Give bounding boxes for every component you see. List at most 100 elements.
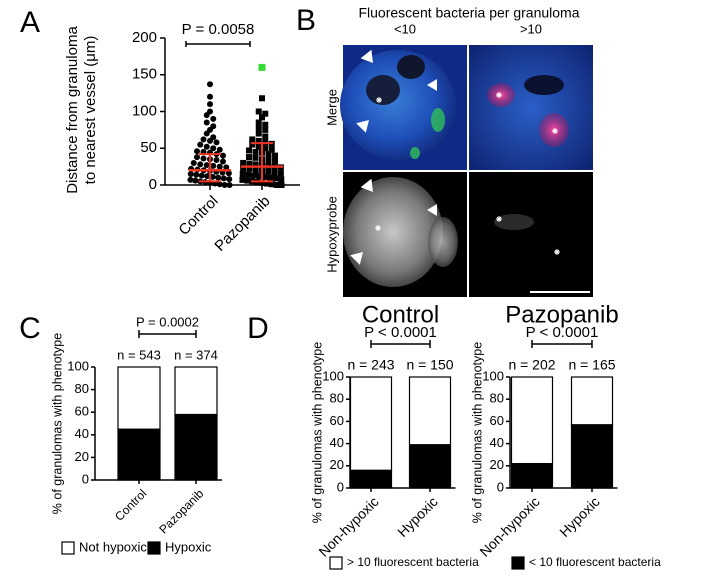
arrowhead xyxy=(360,178,373,192)
legend-swatch xyxy=(511,556,525,570)
n-label: n = 243 xyxy=(347,357,394,373)
bar-segment xyxy=(174,413,218,481)
n-label: n = 543 xyxy=(117,347,161,362)
y-axis-label: % of granulomas with phenotype xyxy=(310,342,324,523)
data-point xyxy=(252,161,259,168)
n-label: n = 202 xyxy=(508,357,555,373)
arrowhead xyxy=(360,49,373,63)
x-tick-label: Pazopanib xyxy=(211,193,273,255)
annotation: P = 0.0058 xyxy=(182,21,255,38)
panel-letter: B xyxy=(296,4,316,37)
y-axis-label: % of granulomas with phenotype xyxy=(470,342,484,523)
image-title: Fluorescent bacteria per granuloma xyxy=(358,5,579,21)
data-point xyxy=(193,171,200,178)
data-point xyxy=(213,139,220,146)
y-tick-label: 100 xyxy=(67,358,89,373)
data-point xyxy=(278,176,285,183)
data-point xyxy=(262,133,269,140)
data-point xyxy=(268,181,275,188)
data-point xyxy=(198,172,205,179)
y-tick-label: 20 xyxy=(330,457,344,472)
bar-segment xyxy=(570,424,614,489)
bar-segment xyxy=(174,366,218,416)
legend-swatch xyxy=(147,541,161,555)
data-point xyxy=(207,81,213,88)
x-tick-label: Non-hypoxic xyxy=(476,493,542,559)
y-tick-label: 0 xyxy=(497,479,504,494)
data-point xyxy=(259,179,265,186)
legend-label: Hypoxic xyxy=(165,539,212,554)
n-label: n = 150 xyxy=(406,357,453,373)
y-tick-label: 0 xyxy=(337,479,344,494)
data-point xyxy=(261,173,268,180)
x-tick-label: Non-hypoxic xyxy=(315,493,381,559)
data-point xyxy=(210,115,217,122)
arrowhead xyxy=(350,252,363,265)
data-point xyxy=(246,160,253,167)
y-tick-label: 20 xyxy=(75,449,89,464)
data-point xyxy=(259,114,265,121)
data-point xyxy=(277,170,284,177)
data-point xyxy=(220,152,226,159)
data-point xyxy=(239,170,246,177)
data-point xyxy=(213,157,220,164)
data-point xyxy=(216,181,223,188)
y-tick-label: 60 xyxy=(75,404,89,419)
data-point xyxy=(226,176,233,183)
data-point xyxy=(267,174,274,181)
bar-segment xyxy=(349,469,393,489)
data-point xyxy=(207,108,213,115)
data-point xyxy=(256,173,263,180)
y-tick-label: 80 xyxy=(75,381,89,396)
data-point xyxy=(263,180,270,187)
data-point xyxy=(210,162,217,169)
column-label: >10 xyxy=(520,21,542,36)
data-point xyxy=(262,145,269,152)
y-tick-label: 80 xyxy=(330,391,344,406)
y-tick-label: 60 xyxy=(490,413,504,428)
bar-segment xyxy=(510,462,554,489)
x-tick-label: Control xyxy=(112,486,149,523)
x-tick-label: Hypoxic xyxy=(556,493,603,540)
data-point xyxy=(255,143,262,150)
bar-segment xyxy=(510,376,554,465)
n-label: n = 374 xyxy=(174,347,218,362)
data-point xyxy=(240,165,247,172)
x-tick-label: Control xyxy=(175,193,221,239)
data-point xyxy=(239,176,246,183)
asterisk xyxy=(552,128,558,134)
hypoxic-region xyxy=(428,217,458,267)
data-point xyxy=(203,143,210,150)
data-point xyxy=(194,154,200,161)
data-point xyxy=(255,124,262,131)
asterisk xyxy=(554,249,560,255)
column-label: <10 xyxy=(394,21,416,36)
significance-bracket xyxy=(531,340,593,348)
data-point xyxy=(192,177,199,184)
data-point xyxy=(207,93,213,100)
y-tick-label: 150 xyxy=(132,66,157,83)
legend-label: < 10 fluorescent bacteria xyxy=(529,555,661,569)
data-point xyxy=(215,174,222,181)
data-point xyxy=(220,175,227,182)
bar-segment xyxy=(349,376,393,471)
micrograph xyxy=(469,172,593,297)
data-point xyxy=(200,136,207,143)
data-point xyxy=(272,152,278,159)
data-point xyxy=(262,126,269,133)
y-axis-label: % of granulomas with phenotype xyxy=(50,333,64,514)
y-tick-label: 40 xyxy=(75,426,89,441)
data-point xyxy=(252,167,259,174)
panel-letter: D xyxy=(247,312,269,345)
asterisk xyxy=(496,92,502,98)
panel-letter: C xyxy=(19,312,41,345)
cavity xyxy=(397,55,425,79)
y-tick-label: 80 xyxy=(490,391,504,406)
legend-label: > 10 fluorescent bacteria xyxy=(347,555,479,569)
significance-bracket xyxy=(370,340,431,348)
tissue xyxy=(340,50,456,160)
micrograph xyxy=(469,45,593,170)
data-point xyxy=(223,164,230,171)
annotation: P = 0.0002 xyxy=(136,314,199,329)
